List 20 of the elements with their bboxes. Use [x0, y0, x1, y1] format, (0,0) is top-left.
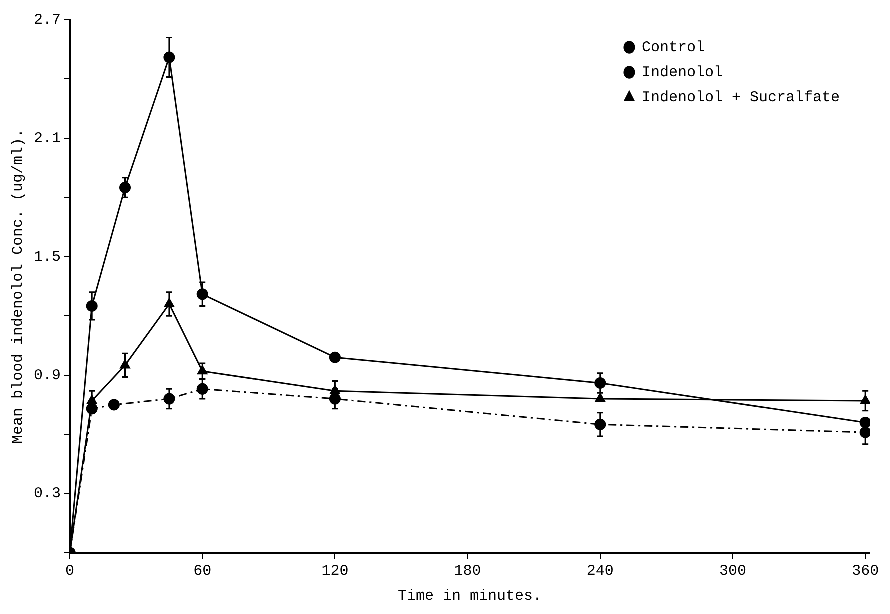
x-tick-label: 60: [194, 562, 212, 580]
x-tick-label: 360: [852, 562, 880, 580]
y-tick-label: 0.3: [34, 486, 62, 503]
legend-label: Indenolol + Sucralfate: [642, 89, 840, 106]
y-tick-label: 2.7: [34, 12, 62, 29]
x-tick-label: 120: [322, 562, 349, 580]
point: [329, 352, 341, 364]
y-tick-label: 2.1: [34, 130, 62, 148]
x-tick-label: 240: [586, 562, 614, 580]
y-axis-title: Mean blood indenolol Conc. (ug/ml).: [10, 128, 27, 444]
point: [595, 393, 606, 402]
legend-label: Control: [642, 39, 705, 56]
x-axis-title: Time in minutes.: [398, 588, 542, 605]
y-tick-label: 0.9: [34, 367, 62, 384]
legend-label: Indenolol: [642, 64, 723, 82]
x-tick-label: 0: [65, 562, 75, 580]
y-tick-label: 1.5: [34, 248, 62, 266]
x-tick-label: 180: [454, 562, 482, 580]
point: [108, 399, 120, 411]
x-tick-label: 300: [719, 562, 746, 580]
